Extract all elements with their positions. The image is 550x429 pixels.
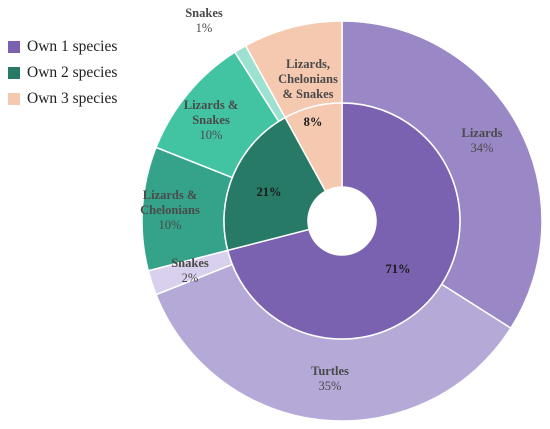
slice-labels: Lizards 34% Turtles 35% Snakes 2% Lizards & Che… bbox=[140, 6, 502, 393]
legend-label: Own 2 species bbox=[27, 64, 118, 81]
legend-swatch bbox=[8, 67, 20, 79]
legend: Own 1 species Own 2 species Own 3 specie… bbox=[8, 36, 117, 114]
outer-label-lizards-snakes-4: Lizards & Snakes 10% bbox=[184, 98, 239, 142]
inner-slice-own-3-species-2 bbox=[284, 102, 343, 193]
legend-swatch bbox=[8, 93, 20, 105]
outer-label-turtles-1: Turtles 35% bbox=[311, 364, 349, 393]
outer-label-lizards-0: Lizards 34% bbox=[462, 126, 503, 155]
inner-label-own-3-species: 8% bbox=[304, 115, 323, 129]
legend-item-own-3: Own 3 species bbox=[8, 88, 117, 110]
outer-label-lizards-chelonians-3: Lizards & Chelonians 10% bbox=[140, 188, 200, 232]
inner-slice-own-1-species-0 bbox=[226, 102, 461, 340]
legend-label: Own 3 species bbox=[27, 90, 118, 107]
inner-label-own-1-species: 71% bbox=[386, 262, 411, 276]
outer-label-lizards-chelonians-snakes-6: Lizards, Chelonians & Snakes bbox=[278, 57, 338, 101]
legend-swatch bbox=[8, 41, 20, 53]
inner-slice-own-2-species-1 bbox=[223, 116, 327, 252]
legend-label: Own 1 species bbox=[27, 38, 118, 55]
inner-label-own-2-species: 21% bbox=[257, 185, 282, 199]
inner-ring bbox=[223, 102, 461, 340]
legend-item-own-1: Own 1 species bbox=[8, 36, 117, 58]
outer-label-snakes-2: Snakes 2% bbox=[171, 256, 209, 285]
outer-label-snakes-5: Snakes 1% bbox=[185, 6, 223, 35]
outer-ring bbox=[141, 20, 543, 422]
legend-item-own-2: Own 2 species bbox=[8, 62, 117, 84]
